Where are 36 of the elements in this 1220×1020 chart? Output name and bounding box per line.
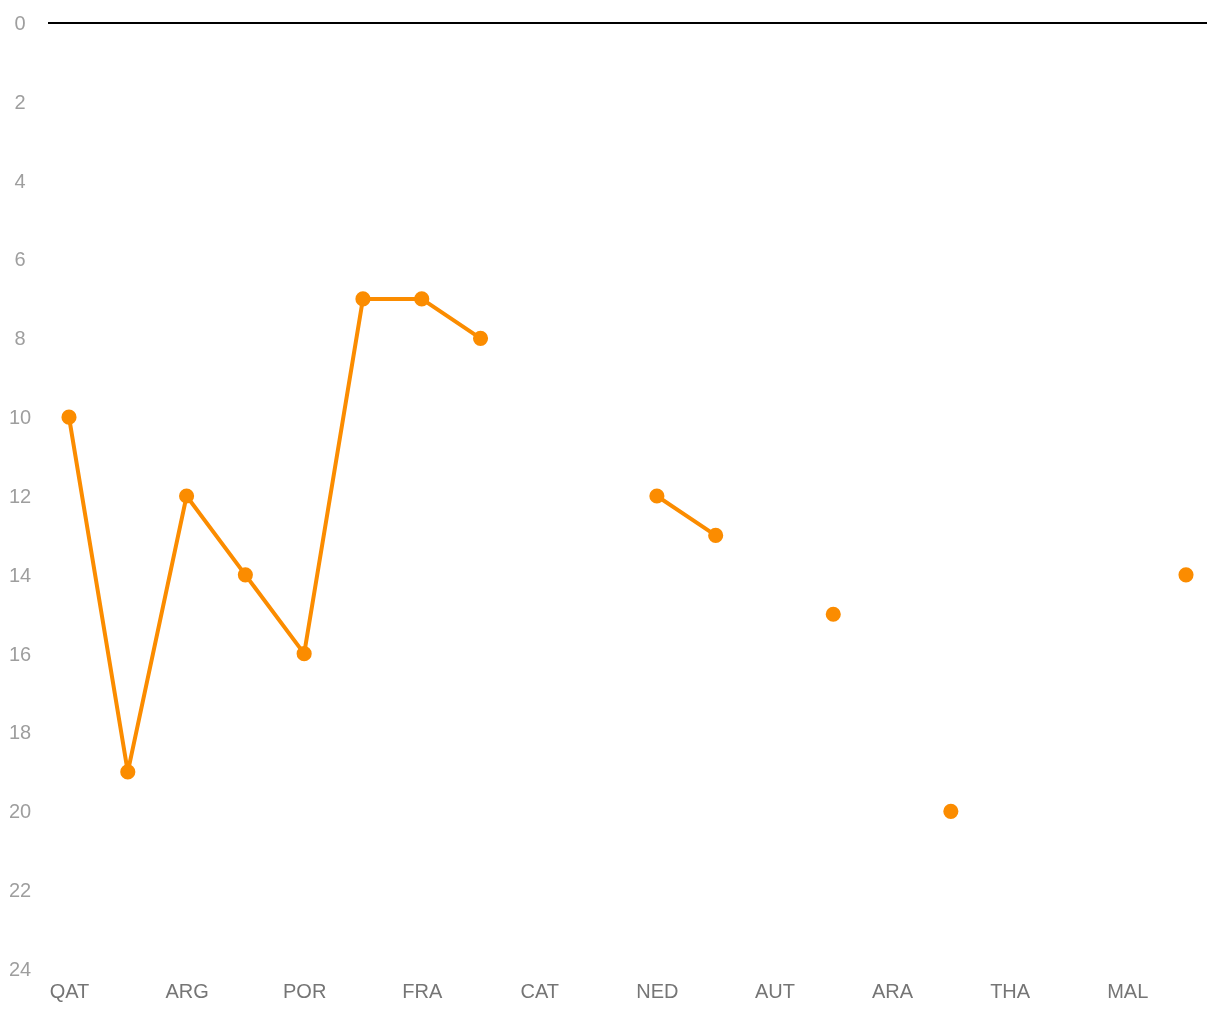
y-tick-label: 24 (8, 957, 32, 980)
y-tick-label: 12 (8, 484, 32, 507)
x-tick-label: ARA (871, 980, 914, 1003)
point (825, 606, 841, 622)
x-tick-label: MAL (1107, 980, 1149, 1003)
y-tick-label: 4 (14, 169, 26, 192)
x-tick-label: FRA (402, 980, 443, 1003)
x-tick-label: THA (990, 980, 1031, 1003)
y-tick-label: 6 (14, 248, 26, 271)
y-tick-label: 14 (8, 563, 32, 586)
x-tick-label: QAT (49, 980, 90, 1003)
y-tick-label: 10 (8, 406, 32, 429)
point (649, 488, 665, 504)
y-tick-label: 20 (8, 800, 32, 823)
point (472, 330, 489, 346)
y-tick-label: 16 (8, 642, 32, 665)
point (414, 291, 430, 307)
y-tick-label: 0 (14, 11, 26, 34)
x-tick-label: ARG (165, 980, 209, 1003)
point (179, 488, 195, 504)
y-tick-label: 22 (8, 879, 32, 902)
point (708, 527, 724, 543)
point (61, 409, 77, 425)
point (296, 646, 312, 662)
x-tick-label: AUT (754, 980, 795, 1003)
point (355, 291, 371, 307)
y-tick-label: 2 (14, 90, 26, 113)
point (1178, 567, 1194, 583)
point (943, 803, 959, 819)
x-tick-label: POR (282, 980, 327, 1003)
y-tick-label: 18 (8, 721, 32, 744)
point (120, 764, 136, 780)
point (237, 567, 253, 583)
x-tick-label: CAT (520, 980, 560, 1003)
y-tick-label: 8 (14, 327, 26, 350)
x-tick-label: NED (636, 980, 679, 1003)
